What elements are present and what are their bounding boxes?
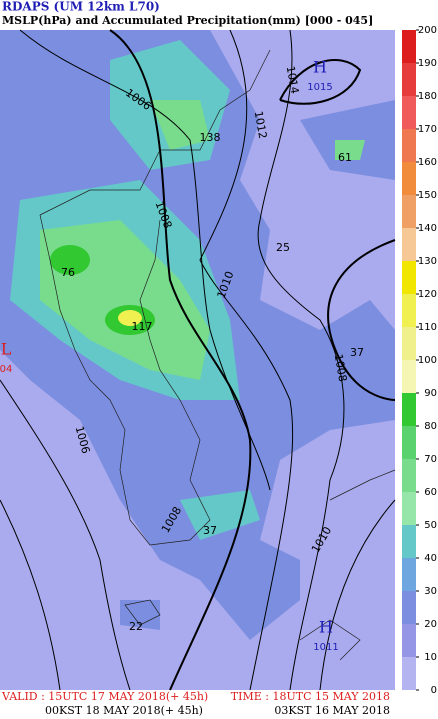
precip-max: 37 (203, 524, 217, 537)
colorbar-segment (402, 525, 416, 558)
colorbar-label: 90 (424, 388, 437, 399)
init-kst: 03KST 16 MAY 2018 (274, 704, 390, 717)
colorbar-segment (402, 96, 416, 129)
colorbar-label: 150 (418, 190, 437, 201)
precip-region (120, 600, 160, 630)
precip-bright (50, 245, 155, 335)
colorbar-segment (402, 624, 416, 657)
init-time: TIME : 18UTC 15 MAY 2018 (231, 690, 390, 703)
colorbar-segment (402, 228, 416, 261)
colorbar-segment (402, 360, 416, 393)
colorbar-segment (402, 393, 416, 426)
pressure-center-value: 1011 (313, 642, 338, 653)
colorbar-label: 110 (418, 322, 437, 333)
isobar (327, 239, 396, 401)
colorbar-label: 170 (418, 124, 437, 135)
colorbar-segment (402, 492, 416, 525)
colorbar-label: 120 (418, 289, 437, 300)
coastline (39, 49, 271, 216)
valid-kst: 00KST 18 MAY 2018(+ 45h) (45, 704, 203, 717)
colorbar-segment (402, 459, 416, 492)
colorbar-label: 60 (424, 487, 437, 498)
colorbar-segment (402, 261, 416, 294)
isobar (199, 29, 294, 691)
title: RDAPS (UM 12km L70) (2, 0, 160, 14)
precip-region (180, 490, 260, 540)
isobar-label: 1014 (284, 65, 302, 95)
island (124, 599, 161, 626)
precip-max: 25 (276, 241, 290, 254)
precip-max: 138 (200, 131, 221, 144)
labels: 1006100810101012101410081010100610081386… (0, 58, 364, 654)
colorbar-label: 40 (424, 553, 437, 564)
isobar (257, 29, 345, 691)
colorbar-label: 30 (424, 586, 437, 597)
subtitle: MSLP(hPa) and Accumulated Precipitation(… (2, 14, 373, 27)
colorbar-label: 140 (418, 223, 437, 234)
isobar (109, 29, 252, 691)
colorbar-label: 20 (424, 619, 437, 630)
colorbar-segment (402, 30, 416, 63)
coastlines (39, 49, 396, 661)
precip-max: 76 (61, 266, 75, 279)
colorbar-label: 130 (418, 256, 437, 267)
isobar-label: 1012 (252, 110, 270, 140)
colorbar-label: 160 (418, 157, 437, 168)
precip-core (50, 245, 90, 275)
isobar (0, 379, 131, 691)
colorbar-label: 0 (431, 685, 437, 696)
precip-core (118, 310, 142, 326)
isobar (319, 499, 396, 691)
pressure-center-symbol: H (319, 618, 333, 637)
colorbar-segment (402, 63, 416, 96)
isobar (19, 29, 271, 491)
colorbar-label: 70 (424, 454, 437, 465)
colorbar-label: 50 (424, 520, 437, 531)
precip-max: 37 (350, 346, 364, 359)
valid-time: VALID : 15UTC 17 MAY 2018(+ 45h) (1, 690, 208, 703)
colorbar-segment (402, 294, 416, 327)
pressure-center-value: 1015 (307, 82, 332, 93)
precip-max: 22 (129, 620, 143, 633)
pressure-center-symbol: H (313, 58, 327, 77)
colorbar-label: 80 (424, 421, 437, 432)
precip-max: 117 (132, 320, 153, 333)
colorbar: 0 10 20 30 40 50 60 70 80 90 100 110 120 130 140 150 160… (402, 25, 437, 696)
colorbar-segment (402, 657, 416, 690)
pressure-center-symbol: L (1, 340, 12, 359)
coastline (39, 214, 211, 546)
colorbar-segment (402, 591, 416, 624)
colorbar-label: 190 (418, 58, 437, 69)
colorbar-label: 180 (418, 91, 437, 102)
colorbar-label: 10 (424, 652, 437, 663)
colorbar-segment (402, 327, 416, 360)
isobar (279, 59, 362, 105)
pressure-center-value: 04 (0, 364, 12, 375)
colorbar-label: 200 (418, 25, 437, 36)
colorbar-segment (402, 558, 416, 591)
isobar (0, 499, 61, 691)
colorbar-segment (402, 162, 416, 195)
isobar-label: 1008 (332, 353, 350, 383)
colorbar-segment (402, 426, 416, 459)
coastline (299, 469, 396, 661)
isobars (0, 29, 396, 691)
colorbar-segment (402, 195, 416, 228)
colorbar-label: 100 (418, 355, 437, 366)
colorbar-segment (402, 129, 416, 162)
precip-region (150, 100, 210, 150)
precip-max: 61 (338, 151, 352, 164)
precip-region (335, 140, 365, 160)
